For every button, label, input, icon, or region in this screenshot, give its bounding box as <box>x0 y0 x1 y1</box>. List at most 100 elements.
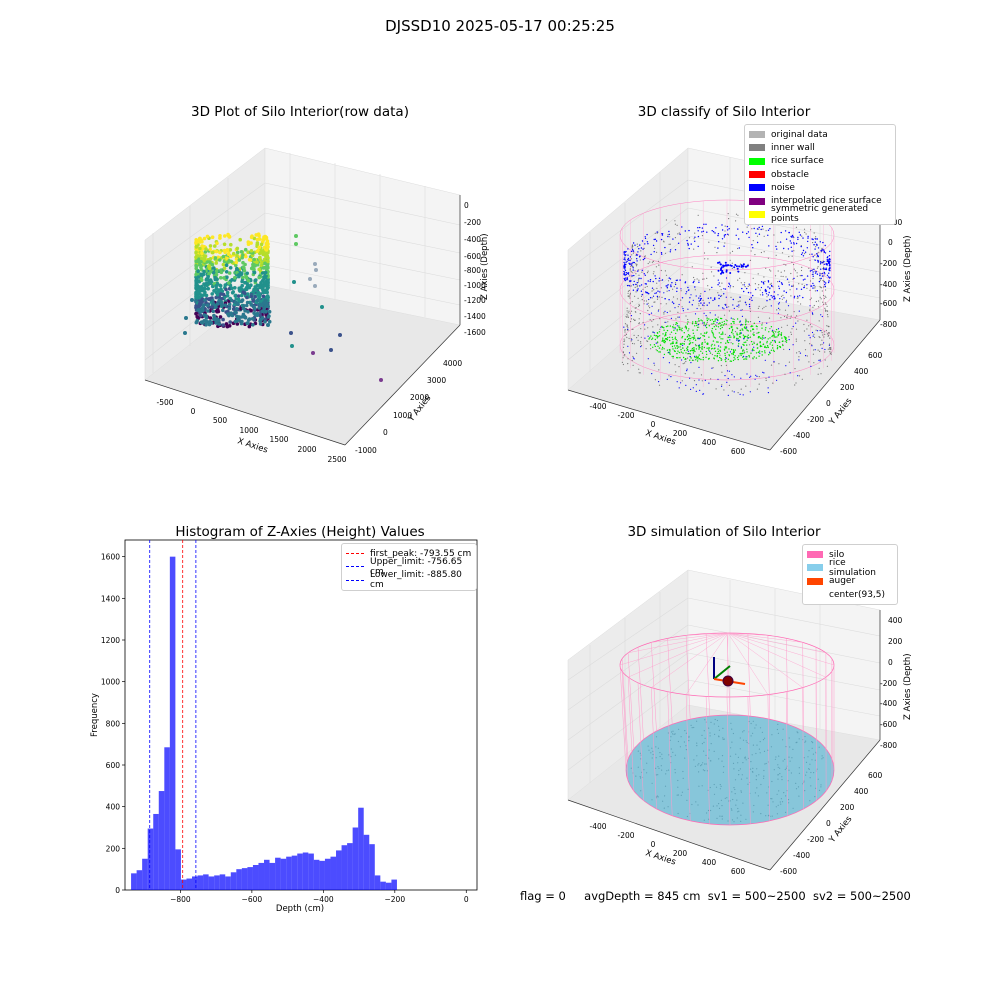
wall-point <box>782 275 784 278</box>
point <box>238 307 243 311</box>
rice-texture <box>691 803 693 806</box>
silo-roof-line <box>727 632 769 695</box>
noise-point <box>678 316 680 318</box>
wall-point <box>681 274 683 276</box>
simulation-ztick: 400 <box>888 616 903 625</box>
wall-point <box>795 340 798 342</box>
point <box>202 257 207 261</box>
noise-point <box>669 249 672 251</box>
wall-point <box>794 384 796 386</box>
wall-point <box>631 254 633 256</box>
wall-point <box>781 326 783 328</box>
noise-point <box>626 284 629 287</box>
rice-texture <box>710 721 712 724</box>
rice-point <box>683 343 685 345</box>
rice-point <box>690 337 692 340</box>
point <box>227 306 232 311</box>
wall-point <box>788 256 790 258</box>
noise-point <box>776 379 778 381</box>
rice-texture <box>696 745 698 747</box>
wall-point <box>798 283 800 285</box>
legend-label: first_peak: -793.55 cm <box>370 548 472 559</box>
point <box>209 321 214 325</box>
noise-point <box>826 274 829 276</box>
noise-point <box>690 388 692 390</box>
rice-point <box>724 359 726 361</box>
rice-texture <box>765 762 767 765</box>
silo-line <box>619 664 627 771</box>
point <box>224 263 229 268</box>
noise-point <box>668 290 670 292</box>
noise-point <box>639 255 641 257</box>
histogram-bar <box>347 843 353 890</box>
rice-point <box>661 346 664 349</box>
wall-point <box>803 228 806 230</box>
rice-point <box>663 348 665 350</box>
noise-point <box>739 296 741 298</box>
rice-texture <box>646 772 648 774</box>
wall-point <box>625 315 627 317</box>
rice-texture <box>779 773 781 775</box>
point <box>223 234 227 238</box>
rice-point <box>681 327 683 329</box>
rice-point <box>762 334 764 337</box>
wall-point <box>782 294 784 296</box>
noise-point <box>807 240 809 243</box>
rice-point <box>760 337 762 340</box>
wall-point <box>734 331 737 333</box>
rice-point <box>675 338 677 341</box>
noise-point <box>825 263 827 265</box>
legend-entry: rice simulation <box>807 558 893 578</box>
noise-point <box>756 228 759 230</box>
wall-point <box>656 232 658 234</box>
histogram-bar <box>175 849 181 890</box>
wall-point <box>798 351 800 353</box>
noise-point <box>770 295 772 297</box>
wall-point <box>630 270 632 272</box>
point <box>258 317 263 322</box>
rice-texture <box>693 726 695 729</box>
rice-point <box>713 344 716 346</box>
point <box>245 321 249 326</box>
rice-texture <box>782 760 784 762</box>
noise-point <box>627 257 630 260</box>
wall-point <box>723 314 726 316</box>
rice-texture <box>805 761 808 764</box>
rice-texture <box>660 765 662 767</box>
rice-point <box>773 333 775 335</box>
rice-texture <box>684 757 686 759</box>
point <box>222 276 226 280</box>
wall-point <box>700 293 702 295</box>
noise-point <box>823 261 825 263</box>
noise-point <box>777 303 780 305</box>
noise-point <box>753 346 755 348</box>
rice-point <box>739 332 741 334</box>
rice-texture <box>696 755 698 757</box>
noise-point <box>681 359 683 361</box>
noise-point <box>711 367 713 369</box>
raw-ztick: -1000 <box>464 281 486 290</box>
histogram-bar <box>158 791 165 890</box>
rice-point <box>725 346 728 348</box>
wall-point <box>631 271 633 273</box>
wall-point <box>626 310 628 312</box>
point <box>234 263 238 268</box>
wall-point <box>823 336 825 338</box>
noise-point <box>737 345 740 347</box>
rice-point <box>740 354 742 356</box>
noise-point <box>685 293 687 295</box>
outlier-point <box>290 344 294 348</box>
outlier-point <box>294 234 298 238</box>
noise-point <box>746 373 748 375</box>
wall-point <box>661 296 663 298</box>
histogram-bar <box>192 876 198 890</box>
wall-point <box>737 279 739 281</box>
wall-point <box>760 251 763 254</box>
rice-point <box>651 338 653 341</box>
rice-point <box>720 342 722 344</box>
noise-point <box>738 247 740 249</box>
noise-point <box>759 352 761 354</box>
wall-point <box>651 290 653 292</box>
rice-point <box>743 352 746 354</box>
noise-point <box>629 263 631 265</box>
